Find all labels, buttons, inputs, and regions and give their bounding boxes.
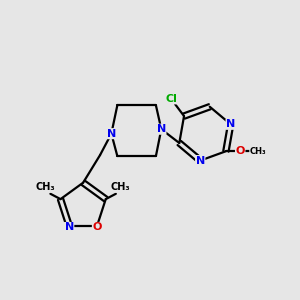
Text: N: N [226, 119, 235, 129]
Text: CH₃: CH₃ [250, 147, 266, 156]
Text: CH₃: CH₃ [111, 182, 130, 192]
Text: N: N [157, 124, 166, 134]
Text: N: N [107, 129, 116, 139]
Text: N: N [64, 223, 74, 232]
Text: O: O [92, 223, 102, 232]
Text: O: O [236, 146, 245, 156]
Text: N: N [196, 156, 205, 166]
Text: CH₃: CH₃ [36, 182, 56, 192]
Text: Cl: Cl [165, 94, 177, 104]
